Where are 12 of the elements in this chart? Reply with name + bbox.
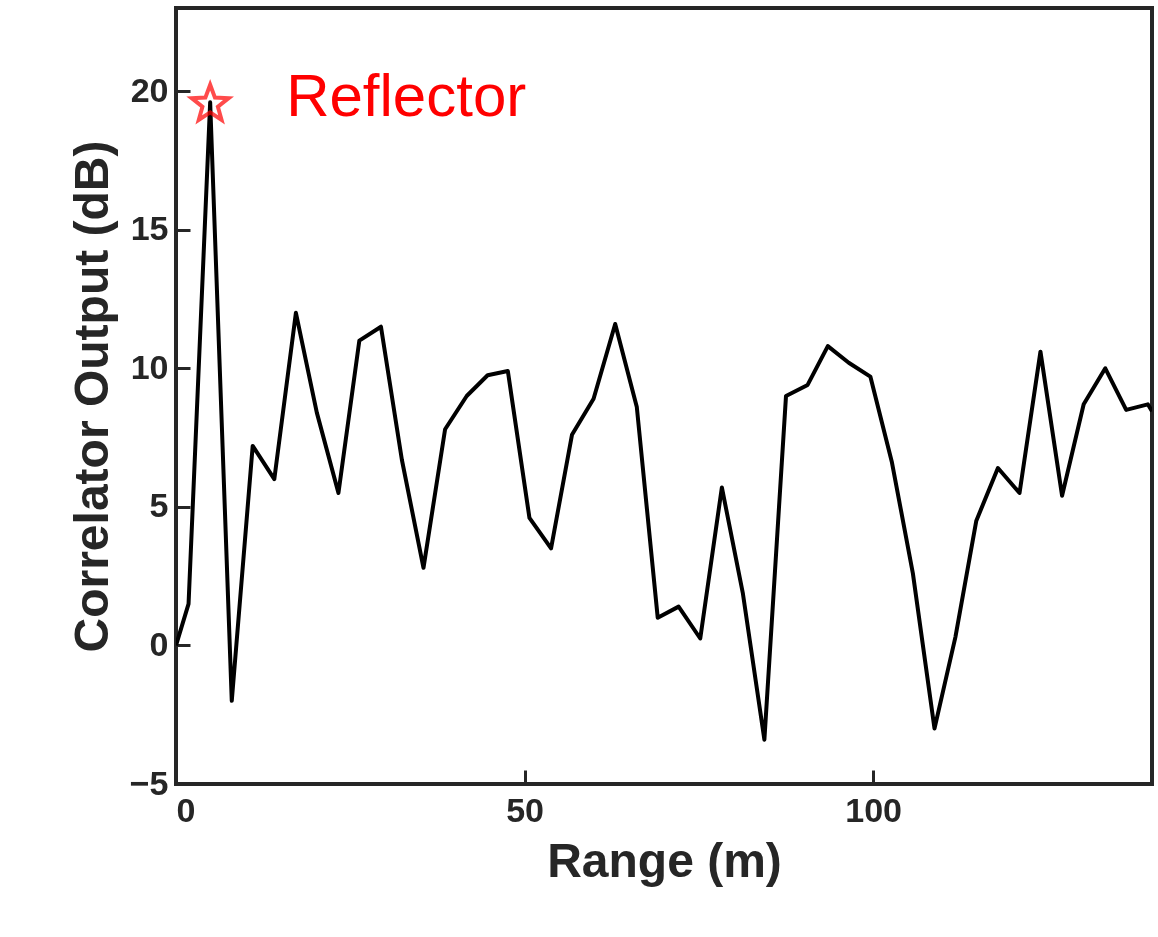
y-axis-title: Correlator Output (dB) (64, 140, 118, 653)
x-axis-title: Range (m) (547, 833, 782, 887)
x-tick-label: 100 (845, 790, 903, 829)
series-label: Reflector (286, 62, 527, 130)
y-tick-label: −5 (129, 763, 169, 802)
y-tick-label: 15 (130, 209, 169, 248)
y-tick-label: 0 (149, 624, 169, 663)
y-tick-label: 10 (130, 347, 169, 386)
y-tick-label: 5 (149, 486, 169, 525)
y-tick-label: 20 (130, 70, 169, 109)
x-tick-label: 50 (506, 790, 544, 829)
x-tick-label: 0 (176, 790, 196, 829)
